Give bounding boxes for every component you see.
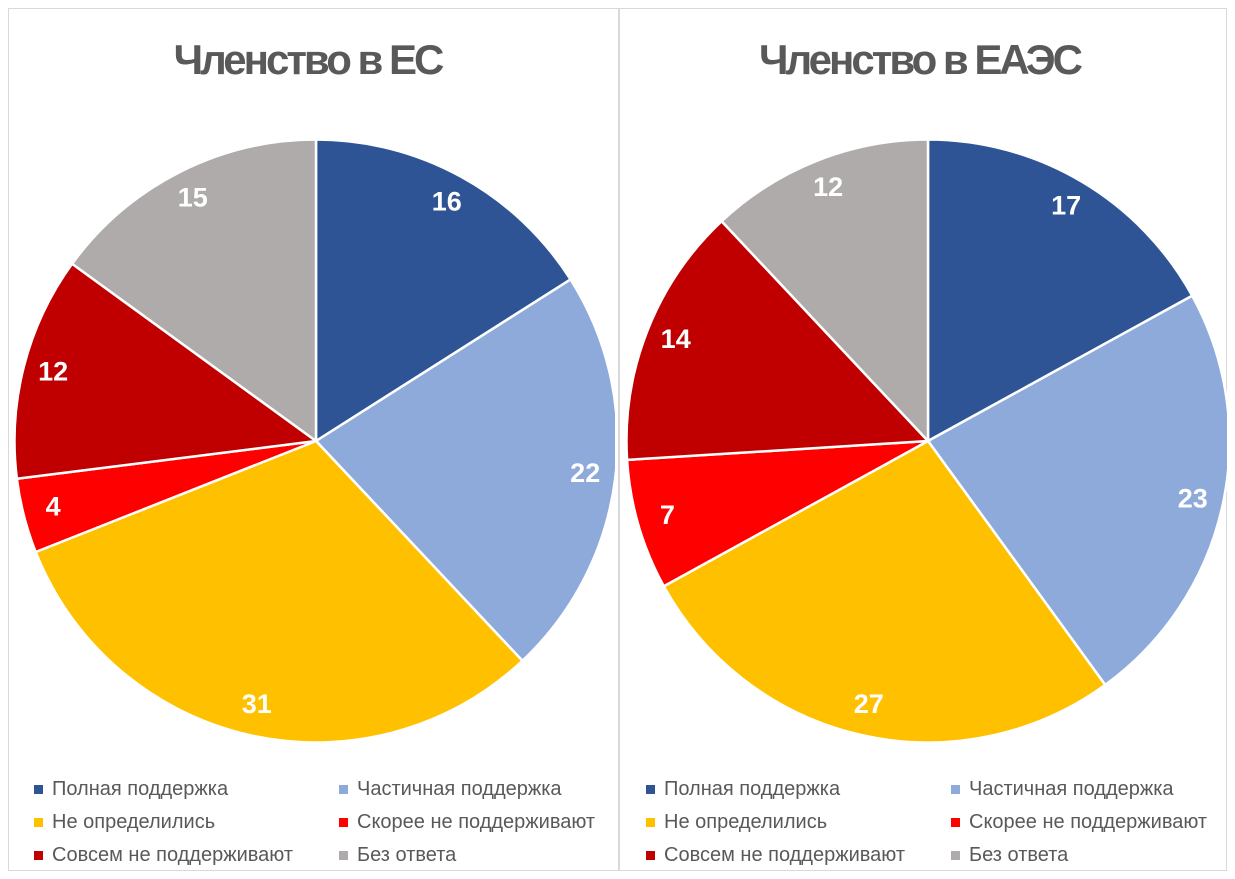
svg-text:27: 27	[854, 689, 884, 719]
svg-text:23: 23	[1178, 483, 1208, 513]
svg-text:12: 12	[38, 357, 68, 387]
svg-text:17: 17	[1051, 191, 1081, 221]
svg-text:4: 4	[46, 492, 61, 522]
svg-text:16: 16	[432, 186, 462, 216]
svg-text:31: 31	[242, 689, 272, 719]
svg-text:22: 22	[570, 458, 600, 488]
svg-text:12: 12	[813, 172, 843, 202]
svg-text:14: 14	[661, 324, 691, 354]
svg-text:7: 7	[660, 500, 675, 530]
svg-text:15: 15	[178, 182, 208, 212]
